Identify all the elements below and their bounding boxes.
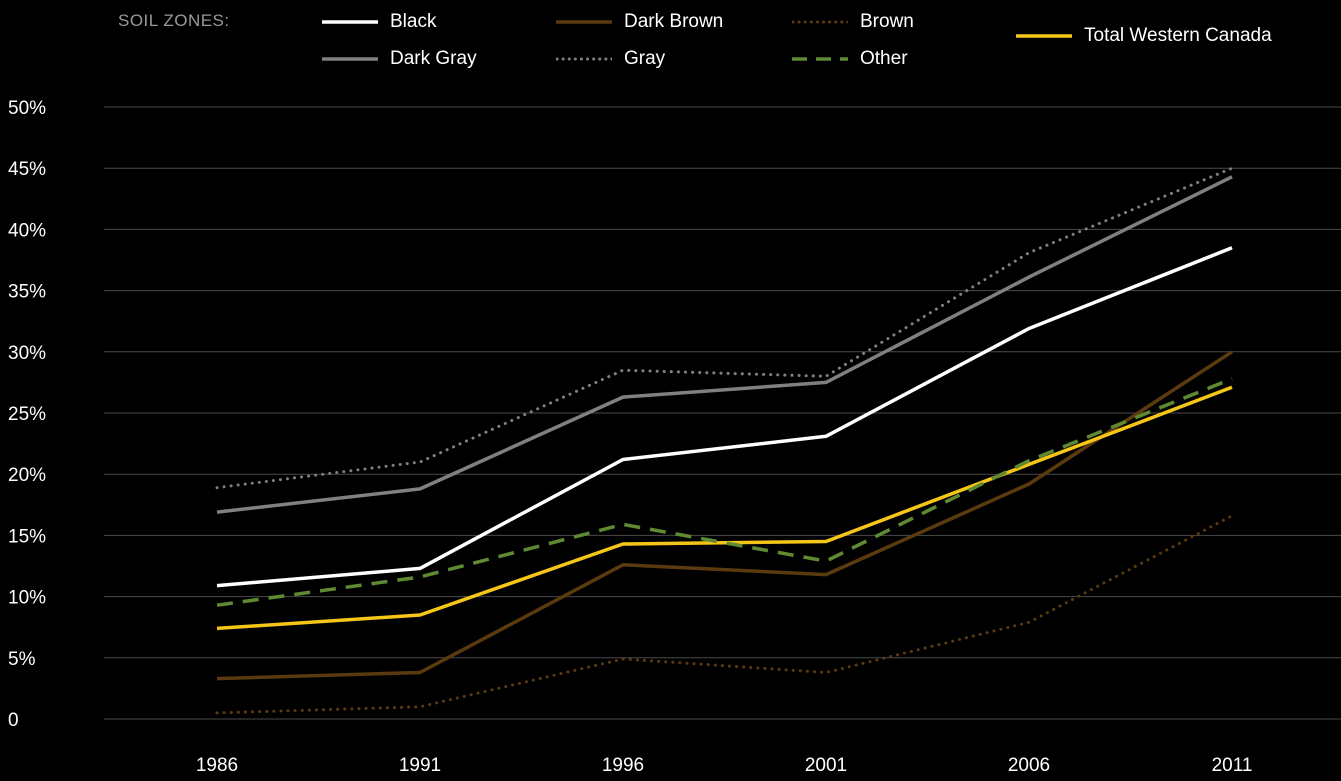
legend-label-black: Black [390,11,437,32]
y-tick-label: 5% [8,649,36,670]
legend-item-dark-gray: Dark Gray [322,47,477,71]
x-tick-label: 2011 [1212,755,1253,776]
legend-label-brown: Brown [860,11,914,32]
y-tick-label: 40% [8,220,46,241]
legend-item-brown: Brown [792,10,914,34]
legend-label-gray: Gray [624,48,666,69]
x-tick-label: 1991 [399,755,441,776]
legend-item-total-western-canada: Total Western Canada [1016,24,1272,48]
y-tick-label: 20% [8,465,46,486]
series-line-other [216,377,1233,607]
y-tick-label: 15% [8,526,46,547]
legend-label-dark-brown: Dark Brown [624,11,724,32]
legend-swatch-dark-brown [556,20,612,24]
series-line-dark-gray [216,175,1233,514]
legend-swatch-black [322,20,378,24]
y-tick-label: 25% [8,404,46,425]
y-tick-label: 35% [8,282,46,303]
series-line-gray [215,166,1234,490]
series-line-dark-brown [216,350,1233,681]
series-line-black [216,246,1233,588]
y-tick-label: 30% [8,343,46,364]
x-tick-label: 2006 [1008,755,1050,776]
legend-item-gray: Gray [556,47,665,71]
legend-title: SOIL ZONES: [118,11,230,30]
legend-swatch-other [792,57,848,61]
legend-label-other: Other [860,48,908,69]
legend-item-black: Black [322,10,436,34]
legend-swatch-dark-gray [322,57,378,61]
legend-label-total-western-canada: Total Western Canada [1084,25,1272,46]
y-tick-label: 50% [8,98,46,119]
legend-item-other: Other [792,47,908,71]
legend-label-dark-gray: Dark Gray [390,48,477,69]
y-tick-label: 0 [8,710,19,731]
x-tick-label: 1996 [602,755,644,776]
x-tick-label: 2001 [805,755,847,776]
y-tick-label: 45% [8,159,46,180]
legend-item-dark-brown: Dark Brown [556,10,723,34]
y-tick-label: 10% [8,588,46,609]
legend-swatch-total-western-canada [1016,34,1072,38]
series-line-brown [215,514,1234,715]
x-tick-label: 1986 [196,755,238,776]
series-line-total-western-canada [216,385,1233,631]
